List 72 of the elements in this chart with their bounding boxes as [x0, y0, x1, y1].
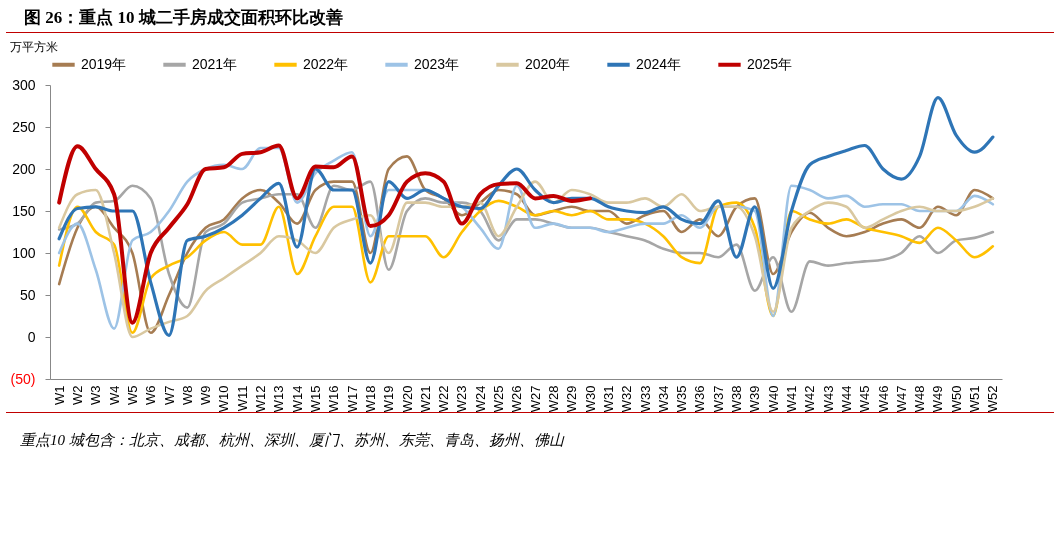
x-tick-label: W46: [875, 385, 891, 413]
x-tick-label: W38: [729, 385, 745, 413]
x-tick-label: W35: [674, 385, 690, 413]
y-tick-label: (50): [10, 370, 36, 387]
text: 重点10 城包含：北京、成都、杭州、深圳、厦门、苏州、东莞、青岛、扬州、佛山: [20, 431, 566, 450]
legend-label: 2025年: [747, 55, 793, 72]
legend-label: 2019年: [81, 55, 127, 72]
x-tick-label: W41: [783, 385, 799, 413]
x-tick-label: W25: [491, 385, 507, 413]
x-tick-label: W24: [472, 385, 488, 413]
x-tick-label: W1: [51, 385, 67, 405]
y-tick-label: 150: [12, 202, 36, 219]
x-tick-label: W9: [198, 385, 214, 405]
x-tick-label: W14: [289, 385, 305, 413]
x-tick-label: W42: [802, 385, 818, 413]
legend-label: 2024年: [636, 55, 682, 72]
x-tick-label: W51: [967, 385, 983, 413]
x-tick-label: W49: [930, 385, 946, 413]
x-tick-label: W36: [692, 385, 708, 413]
x-tick-label: W8: [179, 385, 195, 405]
legend-label: 2021年: [192, 55, 238, 72]
x-tick-label: W45: [857, 385, 873, 413]
x-tick-label: W32: [619, 385, 635, 413]
x-tick-label: W48: [912, 385, 928, 413]
x-tick-label: W7: [161, 385, 177, 405]
x-tick-label: W15: [307, 385, 323, 413]
x-tick-label: W20: [399, 385, 415, 413]
y-tick-label: 200: [12, 160, 36, 177]
legend-label: 2022年: [303, 55, 349, 72]
x-tick-label: W27: [527, 385, 543, 413]
y-tick-label: 100: [12, 244, 36, 261]
x-tick-label: W52: [985, 385, 1001, 413]
x-tick-label: W2: [69, 385, 85, 405]
x-tick-label: W37: [710, 385, 726, 413]
y-tick-label: 300: [12, 76, 36, 93]
x-tick-label: W26: [509, 385, 525, 413]
x-tick-label: W18: [362, 385, 378, 413]
y-tick-label: 250: [12, 118, 36, 135]
x-tick-label: W3: [88, 385, 104, 405]
x-tick-label: W43: [820, 385, 836, 413]
line-series: [57, 96, 995, 337]
x-tick-label: W5: [124, 385, 140, 405]
y-tick-label: 0: [27, 328, 36, 345]
x-tick-label: W23: [454, 385, 470, 413]
legend-label: 2020年: [525, 55, 571, 72]
x-tick-label: W17: [344, 385, 360, 413]
y-axis-title: 万平方米: [10, 40, 58, 54]
x-tick-label: W30: [582, 385, 598, 413]
x-tick-label: W4: [106, 385, 122, 405]
x-tick-label: W28: [545, 385, 561, 413]
x-tick-label: W10: [216, 385, 232, 413]
x-tick-label: W16: [326, 385, 342, 413]
legend-label: 2023年: [414, 55, 460, 72]
x-tick-label: W47: [893, 385, 909, 413]
x-tick-label: W11: [234, 385, 250, 412]
y-tick-label: 50: [19, 286, 36, 303]
x-tick-label: W21: [417, 385, 433, 413]
chart-title: 图 26：重点 10 城二手房成交面积环比改善: [6, 0, 1054, 33]
line-series: [57, 143, 593, 325]
x-tick-label: W19: [381, 385, 397, 413]
x-tick-label: W31: [600, 385, 616, 413]
x-tick-label: W34: [655, 385, 671, 413]
x-tick-label: W6: [143, 385, 159, 405]
x-tick-label: W44: [838, 385, 854, 413]
x-tick-label: W33: [637, 385, 653, 413]
x-tick-label: W22: [436, 385, 452, 413]
x-tick-label: W39: [747, 385, 763, 413]
x-tick-label: W12: [253, 385, 269, 413]
x-tick-label: W13: [271, 385, 287, 413]
x-tick-label: W50: [948, 385, 964, 413]
x-tick-label: W29: [564, 385, 580, 413]
x-tick-label: W40: [765, 385, 781, 413]
